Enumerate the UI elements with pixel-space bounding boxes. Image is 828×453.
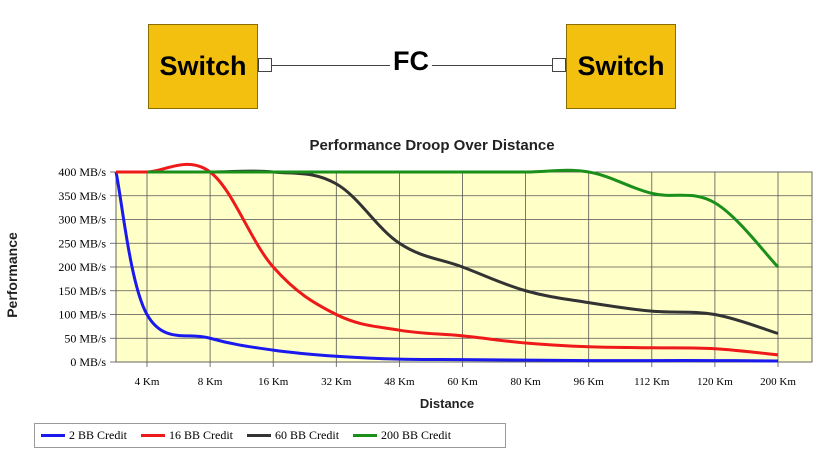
legend-swatch [353,434,378,437]
legend-swatch [141,434,166,437]
x-tick-label: 120 Km [697,376,733,388]
y-tick-label: 100 MB/s [58,308,106,322]
x-tick-label: 200 Km [760,376,796,388]
switch-box-left: Switch [148,24,258,109]
legend-item: 60 BB Credit [247,428,339,443]
x-tick-label: 16 Km [258,376,289,388]
performance-chart: Performance Droop Over Distance 0 MB/s 50… [4,137,813,411]
x-tick-label: 112 Km [634,376,670,388]
series-lines [114,162,780,363]
legend-item: 2 BB Credit [41,428,127,443]
y-tick-label: 300 MB/s [58,213,106,227]
x-tick-label: 8 Km [198,376,223,388]
legend-item: 16 BB Credit [141,428,233,443]
fc-link-line-right [432,65,552,66]
legend-item: 200 BB Credit [353,428,451,443]
y-axis-ticks: 0 MB/s 50 MB/s 100 MB/s 150 MB/s 200 MB/s 250… [58,165,116,369]
x-tick-label: 48 Km [384,376,415,388]
legend-label: 60 BB Credit [275,428,340,442]
chart-legend: 2 BB Credit 16 BB Credit 60 BB Credit 200 B… [34,423,506,448]
y-tick-label: 200 MB/s [58,260,106,274]
series-line-2-bb-credit [114,171,779,363]
legend-label: 16 BB Credit [169,428,234,442]
y-axis-label: Performance [4,232,20,318]
x-tick-label: 32 Km [321,376,352,388]
series-line-200-bb-credit [146,168,780,269]
y-tick-label: 250 MB/s [58,236,106,250]
legend-label: 2 BB Credit [69,428,128,442]
legend-swatch [41,434,65,437]
fc-link-label: FC [393,46,429,76]
legend-swatch [247,434,272,437]
x-tick-label: 96 Km [574,376,605,388]
y-tick-label: 50 MB/s [64,331,106,345]
legend-label: 200 BB Credit [381,428,452,442]
y-tick-label: 400 MB/s [58,165,106,179]
switch-right-label: Switch [577,51,665,81]
x-axis-ticks: 4 Km 8 Km 16 Km 32 Km 48 Km 60 Km 80 Km 96 Km 11… [135,362,796,388]
port-left [258,58,272,72]
x-tick-label: 60 Km [447,376,478,388]
switch-box-right: Switch [566,24,676,109]
x-tick-label: 80 Km [510,376,541,388]
y-tick-label: 150 MB/s [58,284,106,298]
chart-title: Performance Droop Over Distance [309,137,554,154]
y-tick-label: 350 MB/s [58,189,106,203]
port-right [552,58,566,72]
series-line-16-bb-credit [115,162,779,357]
x-tick-label: 4 Km [135,376,160,388]
y-tick-label: 0 MB/s [70,355,106,369]
switch-left-label: Switch [159,51,247,81]
fc-link-line-left [272,65,390,66]
x-axis-label: Distance [420,396,474,411]
